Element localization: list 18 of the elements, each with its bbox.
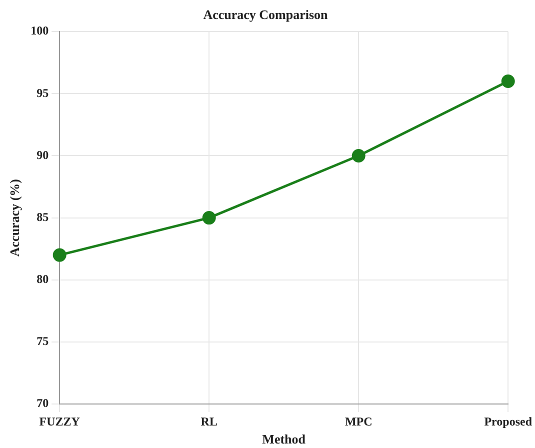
chart-title: Accuracy Comparison [203,7,329,22]
y-tick-label: 85 [36,210,49,224]
y-tick-label: 100 [30,24,49,38]
x-tick-label: Proposed [484,414,532,428]
y-axis-title: Accuracy (%) [7,178,22,257]
point [501,74,515,88]
x-tick-label: MPC [344,414,372,428]
y-tick-label: 80 [36,272,49,286]
point [52,248,66,262]
x-tick-label: FUZZY [39,414,80,428]
x-axis-title: Method [262,432,306,447]
y-tick-label: 90 [36,148,49,162]
x-tick-label: RL [200,414,218,428]
y-tick-label: 75 [36,334,49,348]
point [202,211,216,225]
y-tick-label: 70 [36,396,49,410]
point [352,148,366,162]
y-tick-label: 95 [36,86,49,100]
